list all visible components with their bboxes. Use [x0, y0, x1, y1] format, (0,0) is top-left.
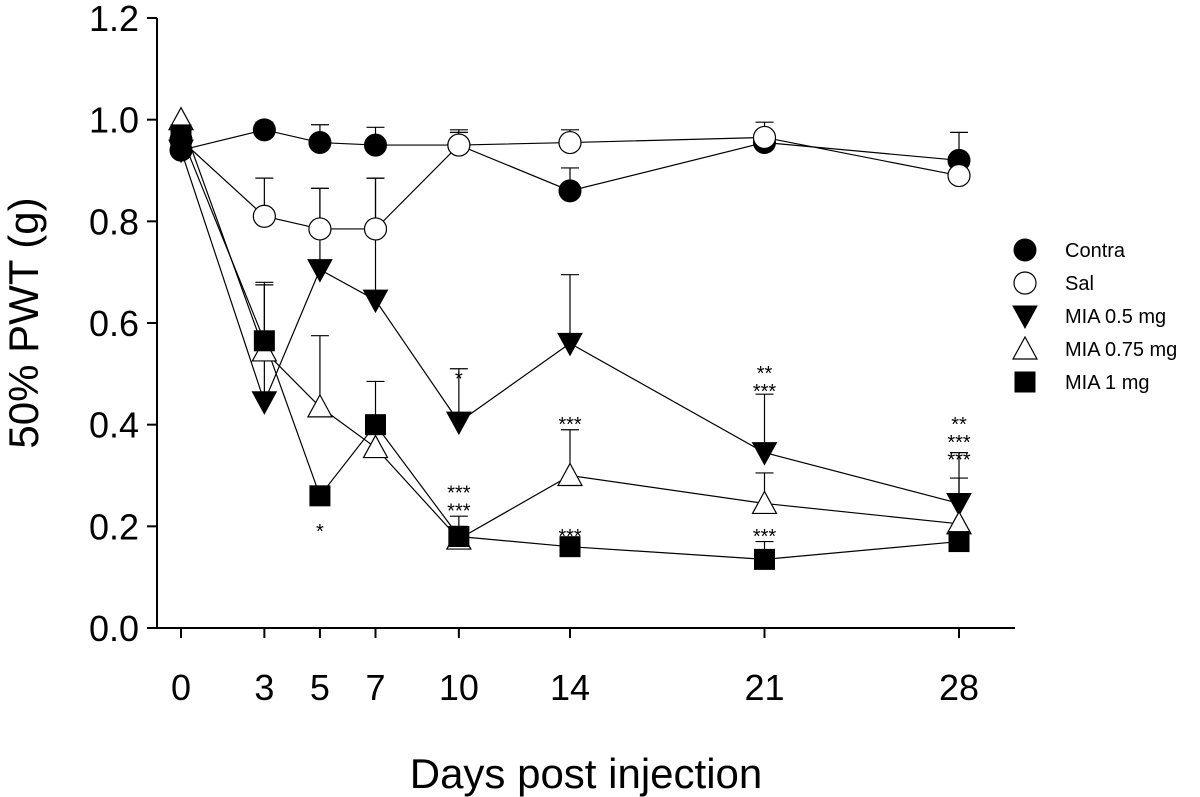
y-axis-title: 50% PWT (g) — [0, 197, 47, 448]
legend-marker-sal — [1013, 271, 1037, 295]
point-mia-0-5-mg — [251, 391, 278, 415]
series-markers — [167, 106, 973, 570]
legend-label-mia-0-75-mg: MIA 0.75 mg — [1065, 339, 1177, 361]
point-sal — [363, 217, 388, 241]
x-tick-label: 7 — [365, 667, 385, 708]
point-contra — [308, 131, 332, 155]
significance-label: ** — [951, 414, 967, 436]
significance-label: *** — [947, 432, 971, 454]
series-line-mia-0-5-mg — [180, 149, 960, 505]
point-contra — [364, 133, 387, 157]
point-mia-0-75-mg — [751, 490, 778, 515]
point-mia-1-mg — [253, 330, 275, 352]
point-mia-0-5-mg — [362, 289, 389, 314]
x-tick-label: 14 — [550, 667, 590, 708]
significance-label: *** — [558, 414, 582, 436]
y-tick-label: 0.0 — [89, 608, 139, 649]
y-tick-label: 0.2 — [89, 506, 139, 547]
y-tick-label: 1.0 — [89, 100, 139, 141]
x-tick-label: 10 — [439, 667, 479, 708]
point-mia-0-5-mg — [557, 332, 583, 357]
x-tick-label: 28 — [939, 667, 979, 708]
x-tick-label: 0 — [171, 667, 191, 708]
x-tick-label: 5 — [310, 667, 330, 708]
y-tick-label: 0.4 — [89, 405, 139, 446]
legend-marker-mia-0-5-mg — [1012, 305, 1038, 330]
series-line-mia-1-mg — [180, 134, 960, 560]
point-mia-1-mg — [754, 548, 775, 570]
point-contra — [252, 118, 276, 142]
point-mia-0-75-mg — [306, 393, 333, 418]
point-mia-0-5-mg — [946, 492, 972, 517]
significance-label: *** — [447, 483, 471, 505]
legend-marker-mia-1-mg — [1014, 371, 1036, 393]
significance-label: *** — [753, 381, 777, 403]
significance-label: * — [316, 521, 324, 543]
point-mia-1-mg — [448, 526, 470, 547]
point-mia-0-5-mg — [446, 411, 472, 436]
significance-label: *** — [947, 450, 971, 472]
y-tick-label: 0.8 — [89, 201, 139, 242]
legend-label-mia-0-5-mg: MIA 0.5 mg — [1065, 306, 1166, 328]
point-mia-0-5-mg — [751, 442, 778, 466]
point-mia-1-mg — [365, 414, 386, 436]
significance-label: *** — [558, 526, 582, 548]
y-tick-label: 1.2 — [89, 0, 139, 39]
point-mia-1-mg — [309, 485, 331, 507]
legend-label-mia-1-mg: MIA 1 mg — [1065, 372, 1149, 394]
significance-annotations: ****************************** — [316, 363, 971, 548]
point-sal — [308, 217, 332, 241]
point-mia-0-5-mg — [307, 259, 333, 283]
legend-marker-mia-0-75-mg — [1011, 335, 1039, 360]
x-tick-label: 21 — [744, 667, 784, 708]
significance-label: * — [455, 368, 463, 390]
legend-marker-contra — [1013, 238, 1037, 262]
point-mia-1-mg — [559, 536, 581, 558]
significance-label: *** — [753, 526, 777, 548]
x-tick-label: 3 — [254, 667, 274, 708]
error-bars — [255, 121, 968, 560]
axes: 0.0 0.2 0.4 0.6 0.8 1.0 1.2 0 3 5 7 10 14 21 28 — [89, 0, 1015, 708]
point-sal — [447, 133, 471, 157]
significance-label: ** — [757, 363, 773, 385]
x-axis-title: Days post injection — [410, 750, 763, 797]
point-mia-1-mg — [948, 531, 970, 553]
point-mia-0-75-mg — [556, 462, 584, 487]
point-sal — [558, 130, 582, 155]
y-tick-label: 0.6 — [89, 303, 139, 344]
point-contra — [558, 179, 582, 203]
point-mia-0-75-mg — [362, 434, 389, 459]
legend-label-sal: Sal — [1065, 273, 1094, 295]
point-mia-1-mg — [170, 124, 192, 146]
point-sal — [947, 163, 971, 188]
legend: Contra Sal MIA 0.5 mg MIA 0.75 mg MIA 1 mg — [1011, 238, 1177, 394]
legend-label-contra: Contra — [1065, 240, 1126, 262]
significance-label: *** — [447, 500, 471, 522]
point-sal — [252, 204, 276, 228]
point-sal — [752, 125, 777, 150]
